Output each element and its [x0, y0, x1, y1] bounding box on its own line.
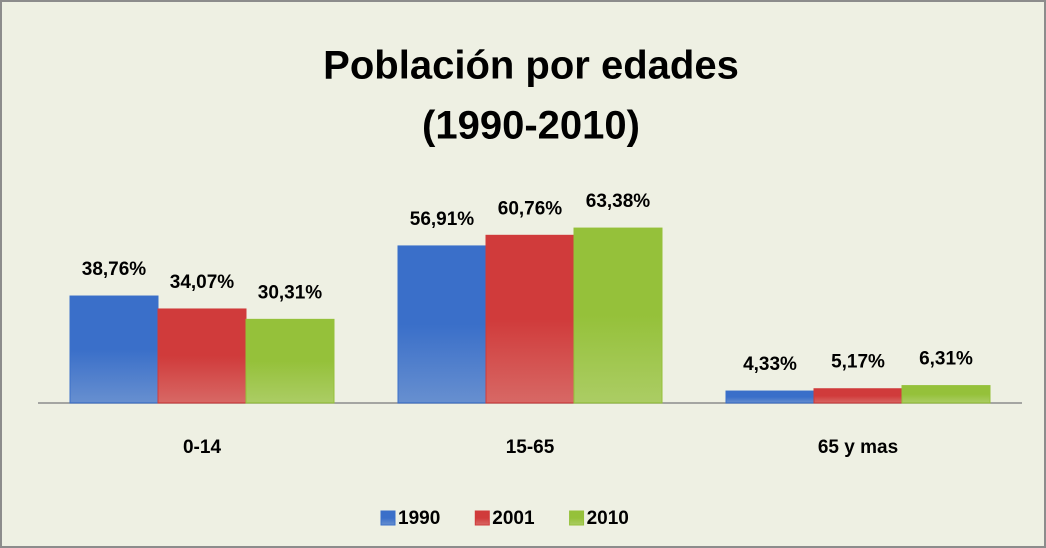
bar [69, 295, 159, 404]
x-tick-label: 15-65 [506, 437, 555, 458]
bar [813, 388, 903, 404]
data-label: 4,33% [743, 354, 797, 375]
bar [157, 308, 247, 404]
data-label: 38,76% [82, 259, 147, 280]
data-label: 6,31% [919, 349, 973, 370]
data-label: 5,17% [831, 352, 885, 373]
legend-label: 2001 [492, 508, 535, 529]
bar [245, 318, 335, 404]
bar [725, 390, 815, 404]
data-label: 60,76% [498, 198, 563, 219]
data-label: 30,31% [258, 282, 323, 303]
data-label: 56,91% [410, 209, 475, 230]
legend-label: 2010 [587, 508, 629, 529]
bar [901, 385, 991, 404]
legend-swatch [380, 510, 396, 526]
chart-subtitle: (1990-2010) [422, 104, 640, 148]
data-label: 34,07% [170, 272, 235, 293]
data-label: 63,38% [586, 191, 651, 212]
bar [397, 245, 487, 404]
legend-label: 1990 [398, 508, 440, 529]
chart-title: Población por edades [323, 44, 739, 88]
x-tick-label: 0-14 [183, 437, 221, 458]
bar [485, 234, 575, 404]
legend-swatch [474, 510, 490, 526]
legend-swatch [569, 510, 585, 526]
bar [573, 227, 663, 404]
x-tick-label: 65 y mas [818, 437, 898, 458]
